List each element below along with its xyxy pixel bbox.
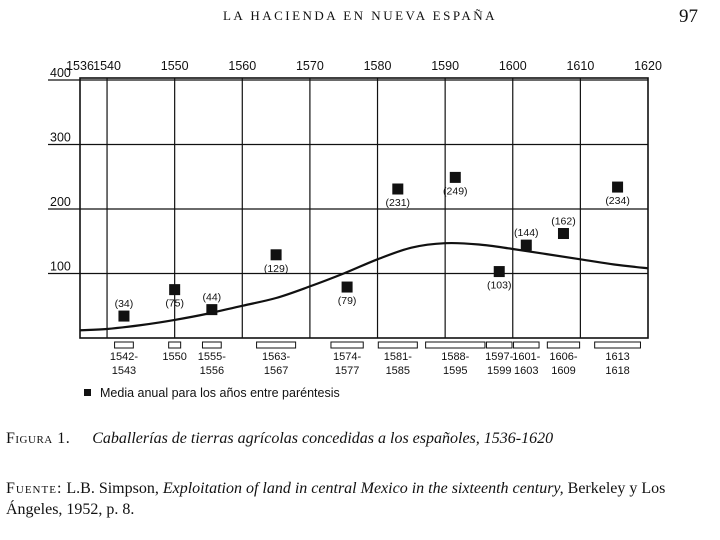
data-label: (34) [115, 298, 134, 310]
figure-chart: 1536 1540 1550 1560 1570 1580 1590 1600 1610 1620… [48, 59, 662, 400]
period-label: 1603 [514, 365, 538, 377]
period-label: 1609 [551, 365, 575, 377]
legend-text: Media anual para los años entre paréntes… [100, 386, 340, 400]
period-bracket [594, 341, 641, 349]
period-bracket [256, 341, 297, 349]
data-label: (144) [514, 227, 539, 239]
source-label: Fuente: [6, 480, 63, 497]
y-tick-label: 200 [50, 195, 71, 209]
data-label: (234) [605, 195, 630, 207]
period-label: 1601- [512, 351, 540, 363]
data-point [341, 281, 353, 293]
data-point [493, 266, 505, 278]
period-label: 1556 [200, 365, 224, 377]
period-brackets: 1542- 1543 1550 1555- 1556 1563- 1567 1574- 1577… [110, 341, 641, 377]
data-point [557, 228, 569, 240]
x-tick-label: 1610 [566, 59, 594, 73]
x-tick-label: 1590 [431, 59, 459, 73]
period-label: 1581- [384, 351, 412, 363]
data-label: (231) [386, 197, 411, 209]
period-label: 1585 [386, 365, 410, 377]
period-label: 1542- [110, 351, 138, 363]
period-label: 1597- [485, 351, 513, 363]
data-label: (75) [165, 298, 184, 310]
x-tick-label: 1600 [499, 59, 527, 73]
x-tick-label: 1540 [93, 59, 121, 73]
axis-ticks: 1536 1540 1550 1560 1570 1580 1590 1600 1610 1620… [50, 59, 662, 274]
data-label: (79) [338, 295, 357, 307]
period-label: 1550 [162, 351, 186, 363]
period-label: 1555- [198, 351, 226, 363]
y-tick-label: 300 [50, 131, 71, 145]
period-label: 1588- [441, 351, 469, 363]
period-bracket [485, 341, 513, 349]
period-label: 1599 [487, 365, 511, 377]
period-bracket [425, 341, 486, 349]
period-label: 1577 [335, 365, 359, 377]
trend-curve-layer [79, 241, 649, 332]
source-publisher: Berkeley y Los Ángeles, 1952, p. 8. [6, 480, 666, 518]
period-bracket [377, 341, 418, 349]
period-bracket [513, 341, 540, 349]
period-label: 1563- [262, 351, 290, 363]
page-number: 97 [679, 6, 698, 27]
data-point [118, 310, 130, 322]
plot-border [79, 77, 649, 339]
data-point [206, 304, 218, 316]
data-point [169, 284, 181, 296]
period-label: 1613 [605, 351, 629, 363]
data-label: (103) [487, 280, 512, 292]
period-label: 1574- [333, 351, 361, 363]
x-tick-label: 1620 [634, 59, 662, 73]
running-head: LA HACIENDA EN NUEVA ESPAÑA [222, 8, 498, 23]
x-tick-label: 1536 [66, 59, 94, 73]
grid-lines [48, 78, 648, 338]
data-points: (34) (75) (44) (129) (79) (231) (249) (103) (144… [115, 171, 630, 322]
data-point [449, 171, 461, 183]
caption-label: Figura 1. [6, 430, 71, 447]
y-tick-label: 400 [50, 66, 71, 80]
data-label: (162) [551, 216, 576, 228]
plot-frame [79, 77, 649, 339]
data-point [270, 249, 282, 261]
data-label: (44) [203, 292, 222, 304]
period-bracket [168, 341, 182, 349]
data-point [612, 181, 624, 193]
period-label: 1606- [549, 351, 577, 363]
data-label: (129) [264, 263, 289, 275]
caption-text: Caballerías de tierras agrícolas concedi… [92, 430, 554, 447]
period-bracket [114, 341, 134, 349]
x-tick-label: 1560 [228, 59, 256, 73]
x-tick-label: 1580 [364, 59, 392, 73]
period-label: 1595 [443, 365, 467, 377]
y-tick-label: 100 [50, 260, 71, 274]
period-bracket [201, 341, 222, 349]
period-label: 1618 [605, 365, 629, 377]
source-note: Fuente: L.B. Simpson, Exploitation of la… [6, 478, 711, 520]
data-point [520, 239, 532, 251]
source-title: Exploitation of land in central Mexico i… [162, 480, 564, 497]
legend: Media anual para los años entre paréntes… [84, 386, 340, 400]
x-tick-label: 1550 [161, 59, 189, 73]
data-point [392, 183, 404, 195]
period-label: 1567 [264, 365, 288, 377]
period-bracket [330, 341, 364, 349]
source-author: L.B. Simpson, [66, 480, 159, 497]
period-label: 1543 [112, 365, 136, 377]
trend-curve [79, 241, 649, 332]
period-bracket [546, 341, 581, 349]
x-tick-label: 1570 [296, 59, 324, 73]
data-label: (249) [443, 185, 468, 197]
legend-marker [84, 389, 91, 396]
figure-caption: Figura 1. Caballerías de tierras agrícol… [6, 430, 711, 448]
